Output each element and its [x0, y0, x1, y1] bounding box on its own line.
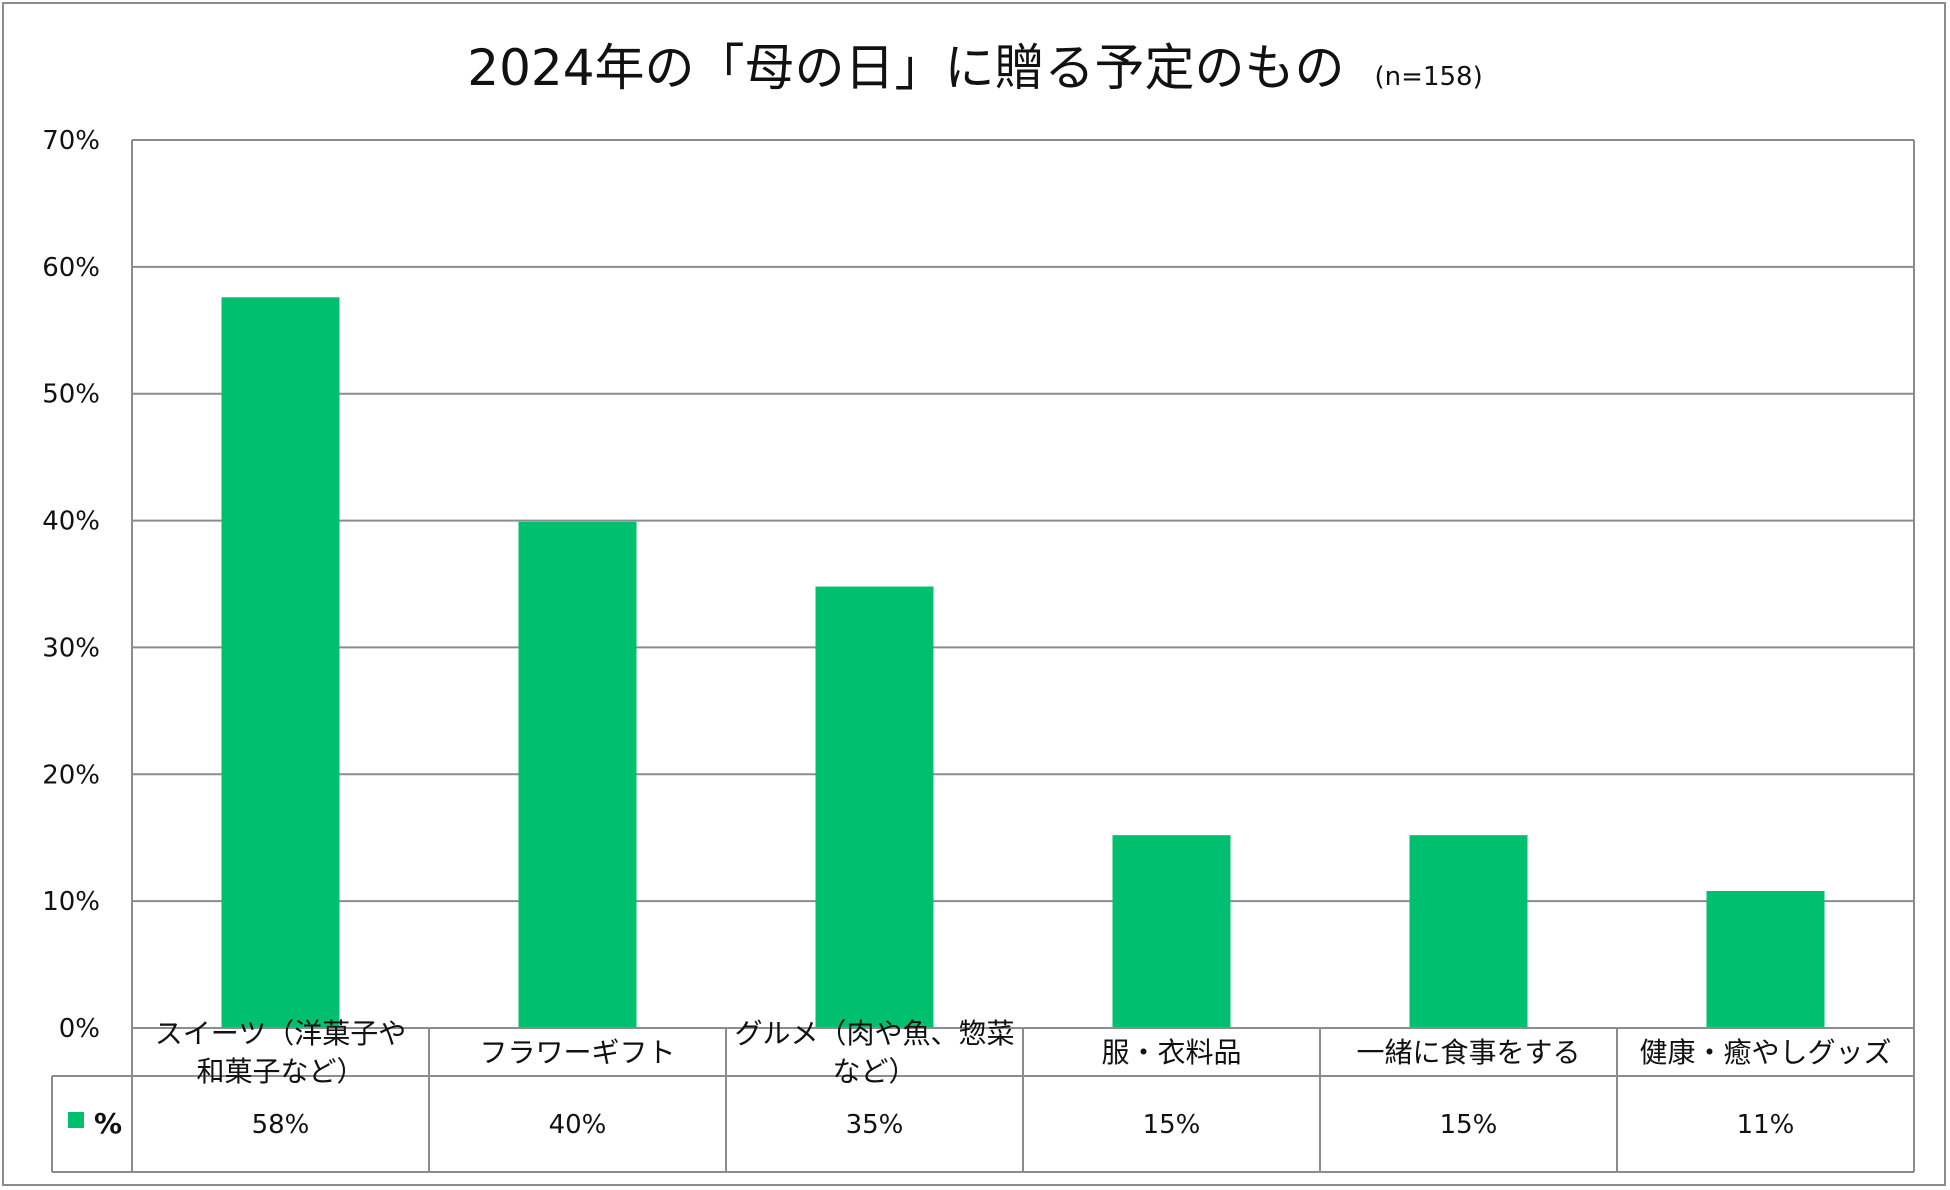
y-tick-label: 40% [42, 507, 100, 537]
category-label: 服・衣料品 [1101, 1036, 1241, 1069]
bar [1112, 835, 1231, 1028]
chart-subtitle: (n=158) [1374, 62, 1483, 92]
chart-title-block: 2024年の「母の日」に贈る予定のもの (n=158) [0, 28, 1950, 100]
chart-title: 2024年の「母の日」に贈る予定のもの [467, 39, 1345, 97]
category-label: グルメ（肉や魚、惣菜 [734, 1017, 1014, 1050]
legend-swatch [68, 1112, 84, 1128]
data-value-label: 58% [252, 1110, 310, 1140]
bars [221, 297, 1825, 1028]
bar [221, 297, 340, 1028]
y-tick-label: 10% [42, 887, 100, 917]
y-axis-ticks: 0% 10% 20% 30% 40% 50% 60% 70% [42, 126, 100, 1044]
y-tick-label: 0% [59, 1014, 100, 1044]
category-label: など） [832, 1055, 916, 1088]
data-value-label: 15% [1440, 1110, 1498, 1140]
y-tick-label: 60% [42, 253, 100, 283]
bar [518, 521, 637, 1028]
category-label: 和菓子など） [196, 1055, 364, 1088]
category-label: スイーツ（洋菓子や [155, 1017, 406, 1050]
bar [1409, 835, 1528, 1028]
bar [1706, 890, 1825, 1028]
legend-label: % [94, 1107, 122, 1140]
y-tick-label: 30% [42, 633, 100, 663]
data-value-label: 35% [846, 1110, 904, 1140]
y-tick-label: 70% [42, 126, 100, 156]
category-label: 健康・癒やしグッズ [1639, 1036, 1891, 1069]
category-label: 一緒に食事をする [1356, 1036, 1580, 1069]
category-label: フラワーギフト [479, 1036, 675, 1069]
data-value-label: 40% [549, 1110, 607, 1140]
data-value-label: 11% [1737, 1110, 1795, 1140]
y-tick-label: 50% [42, 380, 100, 410]
y-tick-label: 20% [42, 760, 100, 790]
bar [815, 586, 934, 1028]
data-value-label: 15% [1143, 1110, 1201, 1140]
